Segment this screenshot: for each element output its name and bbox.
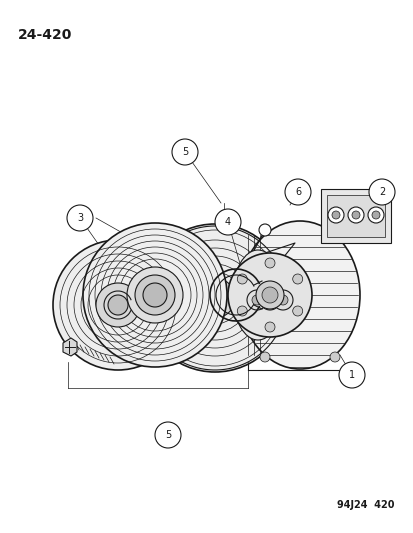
Circle shape	[331, 211, 339, 219]
Circle shape	[272, 290, 292, 310]
Circle shape	[135, 275, 175, 315]
Circle shape	[347, 207, 363, 223]
Circle shape	[214, 209, 240, 235]
Circle shape	[154, 422, 180, 448]
Text: 5: 5	[164, 430, 171, 440]
Circle shape	[237, 274, 247, 284]
Text: 2: 2	[378, 187, 384, 197]
Circle shape	[264, 295, 274, 305]
Text: 5: 5	[181, 147, 188, 157]
Text: 1: 1	[348, 370, 354, 380]
Circle shape	[53, 240, 183, 370]
Circle shape	[368, 179, 394, 205]
Circle shape	[259, 290, 279, 310]
FancyBboxPatch shape	[320, 189, 390, 243]
Circle shape	[329, 352, 339, 362]
Circle shape	[264, 258, 274, 268]
Circle shape	[259, 352, 269, 362]
Circle shape	[292, 274, 302, 284]
Circle shape	[259, 224, 271, 236]
Circle shape	[108, 295, 128, 315]
Circle shape	[171, 139, 197, 165]
Ellipse shape	[233, 250, 282, 340]
Circle shape	[327, 207, 343, 223]
Circle shape	[261, 287, 277, 303]
Circle shape	[351, 211, 359, 219]
Text: 94J24  420: 94J24 420	[337, 500, 394, 510]
Circle shape	[127, 267, 183, 323]
Circle shape	[367, 207, 383, 223]
Circle shape	[142, 283, 166, 307]
Circle shape	[284, 179, 310, 205]
Circle shape	[96, 283, 140, 327]
Circle shape	[195, 278, 235, 318]
Circle shape	[338, 362, 364, 388]
Circle shape	[277, 295, 287, 305]
Circle shape	[247, 290, 266, 310]
Circle shape	[371, 211, 379, 219]
Circle shape	[292, 306, 302, 316]
Circle shape	[83, 223, 226, 367]
Circle shape	[264, 322, 274, 332]
Circle shape	[67, 205, 93, 231]
FancyBboxPatch shape	[326, 195, 384, 237]
Circle shape	[252, 295, 261, 305]
Text: 24-420: 24-420	[18, 28, 72, 42]
Text: 6: 6	[294, 187, 300, 197]
Text: 4: 4	[224, 217, 230, 227]
Polygon shape	[63, 338, 77, 356]
Circle shape	[228, 253, 311, 337]
Circle shape	[237, 306, 247, 316]
Circle shape	[255, 281, 283, 309]
Circle shape	[218, 210, 228, 220]
Text: 3: 3	[77, 213, 83, 223]
Ellipse shape	[240, 221, 359, 369]
Circle shape	[202, 286, 226, 310]
Circle shape	[141, 224, 288, 372]
